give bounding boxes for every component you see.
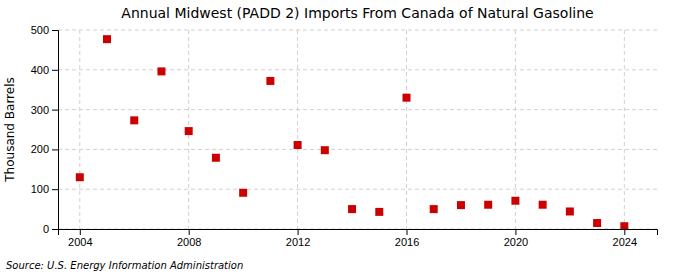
point bbox=[185, 127, 193, 135]
y-grid-line bbox=[58, 189, 657, 190]
y-tick-mark bbox=[52, 110, 58, 111]
y-tick: 200 bbox=[31, 143, 58, 155]
point bbox=[321, 146, 329, 154]
x-grid-line bbox=[297, 30, 298, 229]
point bbox=[266, 77, 274, 85]
point bbox=[539, 201, 547, 209]
point bbox=[620, 222, 628, 229]
point bbox=[76, 173, 84, 181]
x-tick-label: 2020 bbox=[504, 236, 528, 248]
x-tick-mark bbox=[624, 229, 625, 235]
x-tick-label: 2012 bbox=[286, 236, 310, 248]
x-tick: 2004 bbox=[68, 229, 92, 248]
y-grid-line bbox=[58, 109, 657, 110]
point bbox=[457, 201, 465, 209]
y-grid-line bbox=[58, 30, 657, 31]
x-tick-label: 2024 bbox=[613, 236, 637, 248]
x-tick-label: 2004 bbox=[68, 236, 92, 248]
y-axis: 0 100 200 300 400 500 bbox=[31, 24, 59, 235]
x-tick-mark bbox=[407, 229, 408, 235]
y-axis-title: Thousand Barrels bbox=[3, 77, 17, 182]
y-tick-label: 100 bbox=[31, 183, 49, 195]
y-tick: 100 bbox=[31, 183, 58, 195]
x-tick: 2020 bbox=[504, 229, 528, 248]
y-tick-label: 400 bbox=[31, 64, 49, 76]
point bbox=[430, 205, 438, 213]
y-tick-mark bbox=[52, 229, 58, 230]
y-tick-label: 500 bbox=[31, 24, 49, 36]
plot: 2004 2008 2012 2016 2020 2024 0 100 200 300 400 500 bbox=[31, 24, 658, 248]
title: Annual Midwest (PADD 2) Imports From Can… bbox=[121, 5, 593, 21]
y-grid-line bbox=[58, 149, 657, 150]
point bbox=[212, 154, 220, 162]
x-tick-label: 2016 bbox=[395, 236, 419, 248]
x-tick-label: 2008 bbox=[177, 236, 201, 248]
point bbox=[484, 201, 492, 209]
point bbox=[294, 141, 302, 149]
x-grid-line bbox=[79, 30, 80, 229]
point bbox=[157, 67, 165, 75]
point bbox=[511, 197, 519, 205]
x-tick: 2016 bbox=[395, 229, 419, 248]
grid bbox=[58, 30, 657, 229]
x-grid-line bbox=[406, 30, 407, 229]
x-axis: 2004 2008 2012 2016 2020 2024 bbox=[59, 229, 658, 248]
x-grid-line bbox=[624, 30, 625, 229]
points bbox=[76, 35, 629, 229]
x-tick-mark bbox=[298, 229, 299, 235]
y-tick-mark bbox=[52, 189, 58, 190]
y-tick-mark bbox=[52, 30, 58, 31]
chart: 2004 2008 2012 2016 2020 2024 0 100 200 300 400 500… bbox=[0, 0, 675, 275]
point bbox=[375, 208, 383, 216]
point bbox=[103, 35, 111, 43]
point bbox=[348, 205, 356, 213]
y-grid-line bbox=[58, 69, 657, 70]
x-tick: 2024 bbox=[613, 229, 637, 248]
point bbox=[403, 94, 411, 102]
y-axis-line bbox=[52, 31, 59, 230]
y-tick: 500 bbox=[31, 24, 58, 36]
x-tick-mark bbox=[515, 229, 516, 235]
point bbox=[566, 207, 574, 215]
y-tick-mark bbox=[52, 70, 58, 71]
x-tick-mark bbox=[189, 229, 190, 235]
x-tick: 2008 bbox=[177, 229, 201, 248]
point bbox=[593, 219, 601, 227]
x-tick-mark bbox=[80, 229, 81, 235]
point bbox=[239, 189, 247, 197]
y-tick-label: 300 bbox=[31, 104, 49, 116]
point bbox=[130, 116, 138, 124]
source: Source: U.S. Energy Information Administ… bbox=[6, 260, 243, 271]
y-tick-label: 200 bbox=[31, 143, 49, 155]
y-tick: 0 bbox=[43, 223, 58, 235]
x-tick: 2012 bbox=[286, 229, 310, 248]
y-tick-mark bbox=[52, 149, 58, 150]
x-axis-line bbox=[59, 230, 658, 236]
y-tick-label: 0 bbox=[43, 223, 49, 235]
y-tick: 400 bbox=[31, 64, 58, 76]
y-tick: 300 bbox=[31, 104, 58, 116]
